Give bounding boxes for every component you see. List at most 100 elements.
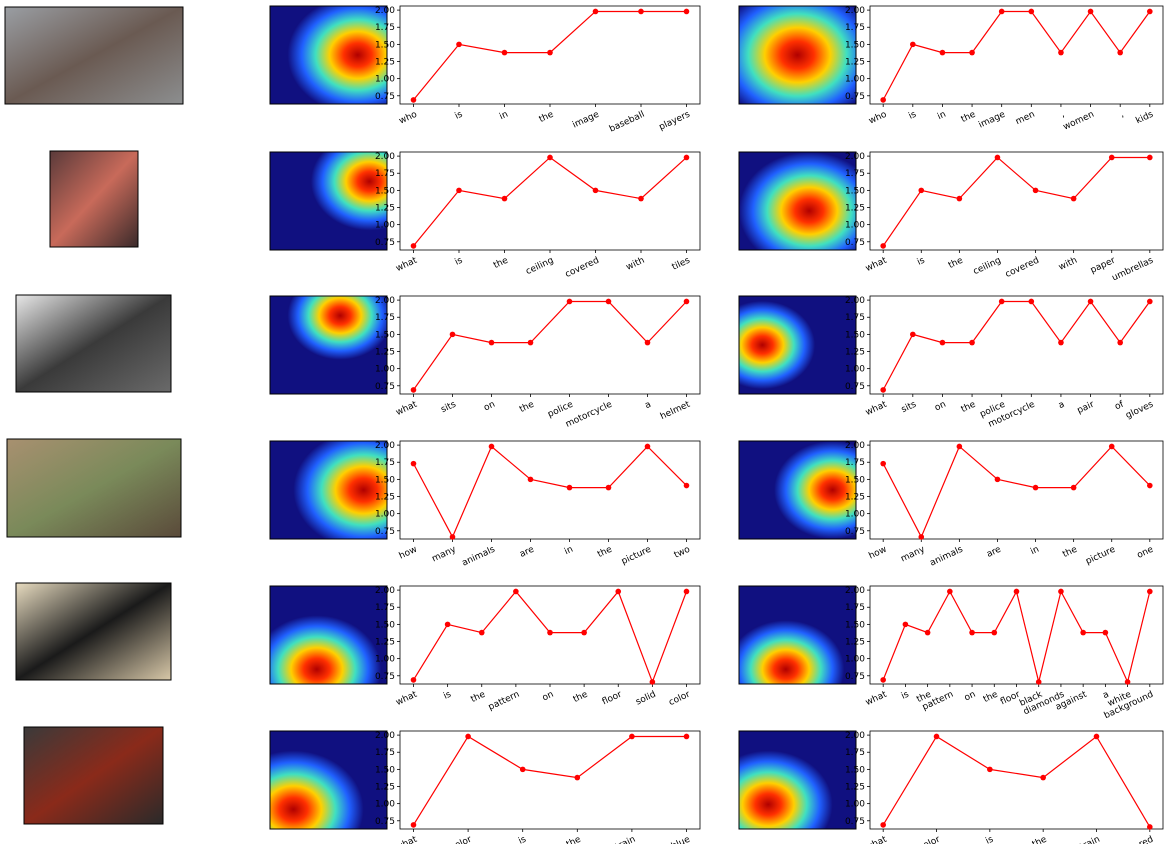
- data-point: [1124, 679, 1131, 685]
- y-tick-label: 1.00: [375, 75, 395, 85]
- y-tick-label: 0.75: [845, 527, 865, 537]
- photo: [15, 294, 172, 393]
- series-line: [882, 735, 1151, 828]
- heatmap: [269, 295, 388, 395]
- x-tick-label: what: [864, 834, 889, 844]
- y-tick-label: 1.25: [375, 638, 395, 648]
- data-point: [1147, 8, 1153, 15]
- series-line: [882, 300, 1151, 391]
- x-tick-label: floor: [999, 690, 1022, 708]
- y-tick-label: 0.75: [375, 382, 395, 392]
- x-tick-label: many: [899, 544, 927, 564]
- data-point: [880, 243, 886, 249]
- y-tick-label: 1.50: [845, 40, 865, 50]
- data-point: [649, 679, 656, 685]
- data-point: [918, 534, 925, 540]
- axes-frame: [869, 730, 1164, 830]
- x-tick-label: the: [960, 109, 978, 125]
- data-point: [501, 49, 508, 56]
- data-point: [410, 460, 417, 467]
- y-tick-label: 1.75: [375, 748, 395, 758]
- x-tick-label: tiles: [671, 256, 693, 273]
- x-tick-label: what: [395, 689, 420, 708]
- data-point: [1040, 774, 1046, 781]
- y-tick-label: 0.75: [375, 672, 395, 682]
- data-point: [547, 629, 553, 636]
- x-tick-label: the: [1031, 834, 1049, 844]
- axes-frame: [869, 5, 1164, 105]
- data-point: [1070, 484, 1077, 491]
- heatmap: [738, 440, 857, 540]
- heatmap: [738, 585, 857, 685]
- x-tick-label: what: [864, 399, 889, 418]
- x-tick-label: blue: [670, 834, 692, 844]
- data-point: [969, 49, 975, 56]
- y-tick-label: 1.50: [375, 330, 395, 340]
- x-tick-label: image: [571, 109, 601, 130]
- x-tick-label: is: [907, 110, 918, 122]
- x-tick-label: on: [933, 400, 947, 414]
- y-tick-label: 1.00: [845, 221, 865, 231]
- data-point: [1080, 629, 1086, 636]
- data-point: [969, 629, 975, 636]
- y-tick-label: 1.25: [375, 58, 395, 68]
- x-tick-label: men: [1014, 110, 1036, 128]
- data-point: [1058, 49, 1064, 56]
- data-point: [1117, 339, 1123, 346]
- x-tick-label: how: [867, 545, 888, 562]
- data-point: [683, 482, 690, 489]
- y-tick-label: 1.75: [375, 169, 395, 179]
- x-tick-label: umbrellas: [1111, 256, 1156, 284]
- x-tick-label: a: [1057, 400, 1066, 411]
- x-tick-label: are: [518, 544, 536, 559]
- data-point: [924, 629, 931, 636]
- data-point: [547, 154, 553, 161]
- axes-frame: [399, 151, 701, 251]
- y-tick-label: 1.25: [845, 348, 865, 358]
- data-point: [547, 49, 553, 56]
- data-point: [683, 298, 690, 305]
- x-tick-label: helmet: [659, 399, 692, 422]
- data-point: [910, 41, 916, 48]
- x-tick-label: the: [518, 399, 536, 415]
- y-tick-label: 1.50: [845, 330, 865, 340]
- x-tick-label: covered: [564, 256, 601, 280]
- x-tick-label: in: [936, 110, 948, 123]
- data-point: [1028, 8, 1035, 15]
- data-point: [1032, 187, 1039, 194]
- y-tick-label: 0.75: [845, 672, 865, 682]
- data-point: [1093, 733, 1100, 740]
- x-tick-label: gloves: [1124, 400, 1155, 422]
- y-tick-label: 2.00: [845, 441, 865, 451]
- y-tick-label: 1.00: [845, 365, 865, 375]
- axes-frame: [399, 730, 701, 830]
- x-tick-label: what: [864, 689, 889, 708]
- data-point: [488, 443, 495, 450]
- x-tick-label: the: [596, 544, 614, 560]
- y-tick-label: 1.75: [845, 748, 865, 758]
- series-line: [882, 156, 1150, 247]
- data-point: [1032, 484, 1039, 491]
- series-line: [413, 300, 687, 391]
- data-point: [410, 387, 417, 393]
- series-line: [882, 445, 1151, 539]
- data-point: [566, 484, 573, 491]
- x-tick-label: picture: [620, 544, 653, 567]
- data-point: [638, 8, 644, 15]
- y-tick-label: 1.75: [375, 603, 395, 613]
- series-line: [882, 589, 1151, 684]
- y-tick-label: 2.00: [375, 586, 395, 596]
- series-line: [413, 10, 687, 101]
- x-tick-label: animals: [461, 545, 497, 569]
- data-point: [880, 97, 886, 103]
- y-tick-label: 2.00: [375, 296, 395, 306]
- x-tick-label: women: [1062, 110, 1096, 133]
- x-tick-label: the: [492, 255, 510, 271]
- data-point: [683, 8, 690, 15]
- heatmap: [738, 151, 857, 251]
- data-point: [987, 766, 993, 773]
- y-tick-label: 1.50: [845, 620, 865, 630]
- data-point: [1087, 298, 1094, 305]
- y-tick-label: 1.75: [375, 23, 395, 33]
- y-tick-label: 1.50: [375, 186, 395, 196]
